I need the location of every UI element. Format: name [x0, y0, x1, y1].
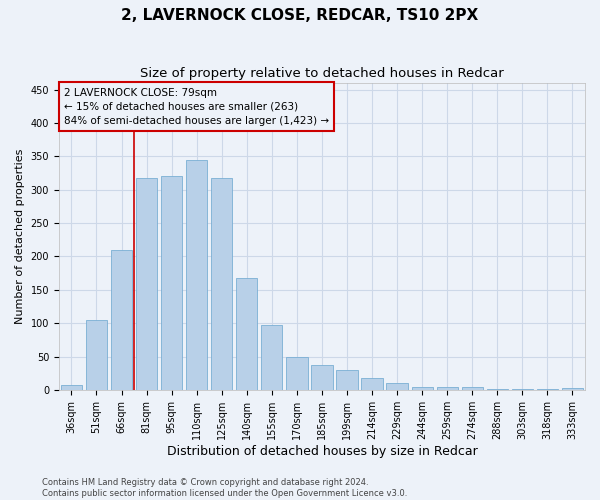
Bar — [562, 388, 583, 390]
Title: Size of property relative to detached houses in Redcar: Size of property relative to detached ho… — [140, 68, 504, 80]
Bar — [461, 387, 483, 390]
Bar — [361, 378, 383, 390]
Bar — [386, 383, 408, 390]
Bar — [537, 389, 558, 390]
Bar — [211, 178, 232, 390]
Bar — [261, 325, 283, 390]
X-axis label: Distribution of detached houses by size in Redcar: Distribution of detached houses by size … — [167, 444, 478, 458]
Bar — [161, 176, 182, 390]
Bar — [286, 356, 308, 390]
Text: Contains HM Land Registry data © Crown copyright and database right 2024.
Contai: Contains HM Land Registry data © Crown c… — [42, 478, 407, 498]
Bar — [512, 389, 533, 390]
Bar — [111, 250, 132, 390]
Y-axis label: Number of detached properties: Number of detached properties — [15, 149, 25, 324]
Bar — [61, 385, 82, 390]
Text: 2, LAVERNOCK CLOSE, REDCAR, TS10 2PX: 2, LAVERNOCK CLOSE, REDCAR, TS10 2PX — [121, 8, 479, 22]
Bar — [337, 370, 358, 390]
Bar — [86, 320, 107, 390]
Bar — [236, 278, 257, 390]
Bar — [487, 389, 508, 390]
Text: 2 LAVERNOCK CLOSE: 79sqm
← 15% of detached houses are smaller (263)
84% of semi-: 2 LAVERNOCK CLOSE: 79sqm ← 15% of detach… — [64, 88, 329, 126]
Bar — [311, 365, 332, 390]
Bar — [412, 386, 433, 390]
Bar — [437, 386, 458, 390]
Bar — [136, 178, 157, 390]
Bar — [186, 160, 208, 390]
